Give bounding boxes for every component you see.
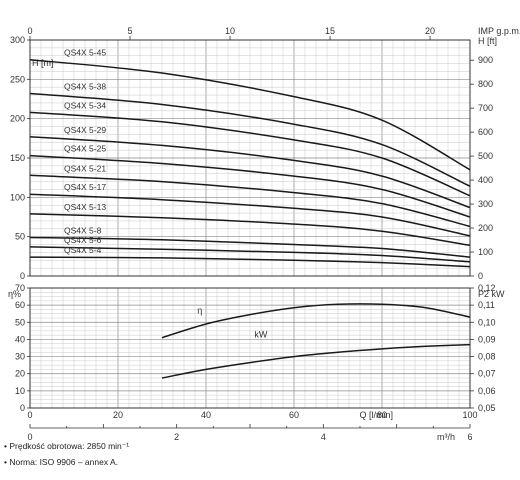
series-label: QS4X 5-34 [64,100,106,110]
head-curve [29,136,471,209]
head-curve [29,174,471,228]
x-lpm-tick-label: 0 [27,410,32,420]
x-lpm-tick-label: 100 [462,410,477,420]
kw-tick-label: 0,09 [478,334,496,344]
series-label: QS4X 5-25 [64,144,106,154]
series-label: QS4X 5-17 [64,182,106,192]
eta-tick-label: 30 [15,352,25,362]
head-curve [29,154,471,218]
head-curve [29,92,471,187]
y-left-tick-label: 300 [10,35,25,45]
series-label: QS4X 5-6 [64,235,102,245]
kw-axis-title: P2 kW [478,289,505,299]
power-curve-label: kW [254,330,268,340]
x-m3h-axis-title: m³/h [437,432,455,440]
y-left-tick-label: 0 [20,271,25,281]
y-right-tick-label: 300 [478,199,493,209]
x-top-tick-label: 10 [225,26,235,36]
head-curve [29,256,471,268]
y-right-tick-label: 800 [478,79,493,89]
y-right-tick-label: 600 [478,127,493,137]
eta-tick-label: 60 [15,300,25,310]
eta-tick-label: 40 [15,334,25,344]
x-lpm-tick-label: 20 [113,410,123,420]
y-right-tick-label: 100 [478,247,493,257]
y-right-tick-label: 900 [478,55,493,65]
series-label: QS4X 5-29 [64,125,106,135]
y-right-tick-label: 500 [478,151,493,161]
efficiency-curve [161,303,471,339]
kw-tick-label: 0,05 [478,403,496,413]
eta-axis-title: η% [8,289,21,299]
eta-tick-label: 0 [20,403,25,413]
x-m3h-tick-label: 0 [27,432,32,440]
eta-tick-label: 50 [15,317,25,327]
y-right-tick-label: 0 [478,271,483,281]
y-right-tick-label: 700 [478,103,493,113]
note-speed: • Prędkość obrotowa: 2850 min⁻¹ [4,441,130,451]
y-right-tick-label: 200 [478,223,493,233]
series-label: QS4X 5-4 [64,245,102,255]
y-right-tick-label: 400 [478,175,493,185]
y-left-tick-label: 200 [10,114,25,124]
x-m3h-tick-label: 6 [467,432,472,440]
head-curve [29,193,471,237]
head-curve [29,213,471,247]
eta-tick-label: 70 [15,283,25,293]
series-label: QS4X 5-21 [64,163,106,173]
head-curve [29,111,471,197]
x-lpm-tick-label: 80 [377,410,387,420]
kw-tick-label: 0,08 [478,352,496,362]
y-left-tick-label: 150 [10,153,25,163]
eta-tick-label: 10 [15,386,25,396]
kw-tick-label: 0,12 [478,283,496,293]
x-lpm-tick-label: 40 [201,410,211,420]
x-top-tick-label: 15 [325,26,335,36]
head-curve [29,236,471,258]
kw-tick-label: 0,06 [478,386,496,396]
y-left-tick-label: 100 [10,192,25,202]
x-top-tick-label: 0 [27,26,32,36]
y-left-tick-label: 50 [15,232,25,242]
x-top-axis-title: IMP g.p.m. [478,26,520,36]
x-m3h-tick-label: 2 [174,432,179,440]
head-curve [29,246,471,263]
y-right-axis-title: H [ft] [478,36,497,46]
y-left-axis-title: H [m] [32,58,54,68]
series-label: QS4X 5-13 [64,202,106,212]
x-top-tick-label: 5 [128,26,133,36]
x-m3h-tick-label: 4 [321,432,326,440]
note-standard: • Norma: ISO 9906 – annex A. [4,457,119,467]
series-label: QS4X 5-45 [64,48,106,58]
head-curve [29,58,471,171]
x-top-tick-label: 20 [425,26,435,36]
series-label: QS4X 5-38 [64,81,106,91]
y-left-tick-label: 250 [10,74,25,84]
x-lpm-tick-label: 60 [289,410,299,420]
power-curve [161,343,471,379]
x-lpm-axis-title: Q [l/min] [359,410,393,420]
series-label: QS4X 5-8 [64,225,102,235]
kw-tick-label: 0,07 [478,369,496,379]
kw-tick-label: 0,11 [478,300,495,310]
kw-tick-label: 0,10 [478,317,496,327]
eta-tick-label: 20 [15,369,25,379]
efficiency-curve-label: η [197,306,202,316]
performance-plot-frame [29,287,471,409]
